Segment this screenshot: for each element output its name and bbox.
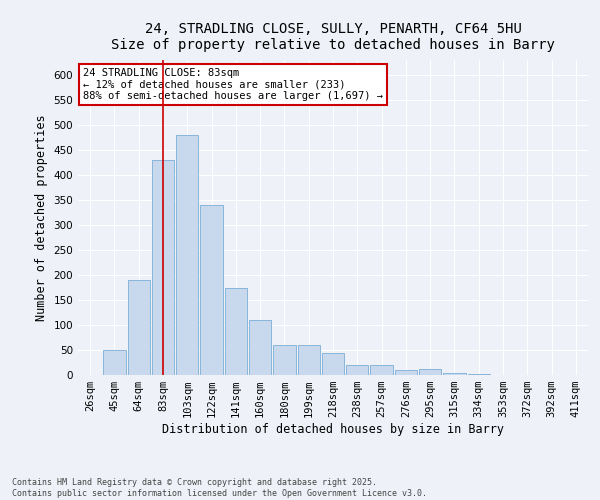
Y-axis label: Number of detached properties: Number of detached properties — [35, 114, 48, 321]
X-axis label: Distribution of detached houses by size in Barry: Distribution of detached houses by size … — [162, 423, 504, 436]
Bar — [103, 350, 125, 375]
Bar — [224, 288, 247, 375]
Bar — [200, 205, 223, 375]
Bar — [128, 280, 150, 375]
Bar — [346, 365, 368, 375]
Bar — [492, 374, 514, 375]
Bar — [322, 352, 344, 375]
Bar — [443, 372, 466, 375]
Bar — [152, 160, 174, 375]
Text: Contains HM Land Registry data © Crown copyright and database right 2025.
Contai: Contains HM Land Registry data © Crown c… — [12, 478, 427, 498]
Text: 24 STRADLING CLOSE: 83sqm
← 12% of detached houses are smaller (233)
88% of semi: 24 STRADLING CLOSE: 83sqm ← 12% of detac… — [83, 68, 383, 101]
Bar — [419, 369, 442, 375]
Bar — [273, 345, 296, 375]
Bar — [249, 320, 271, 375]
Bar — [370, 365, 393, 375]
Title: 24, STRADLING CLOSE, SULLY, PENARTH, CF64 5HU
Size of property relative to detac: 24, STRADLING CLOSE, SULLY, PENARTH, CF6… — [111, 22, 555, 52]
Bar — [516, 374, 538, 375]
Bar — [467, 374, 490, 375]
Bar — [176, 135, 199, 375]
Bar — [395, 370, 417, 375]
Bar — [298, 345, 320, 375]
